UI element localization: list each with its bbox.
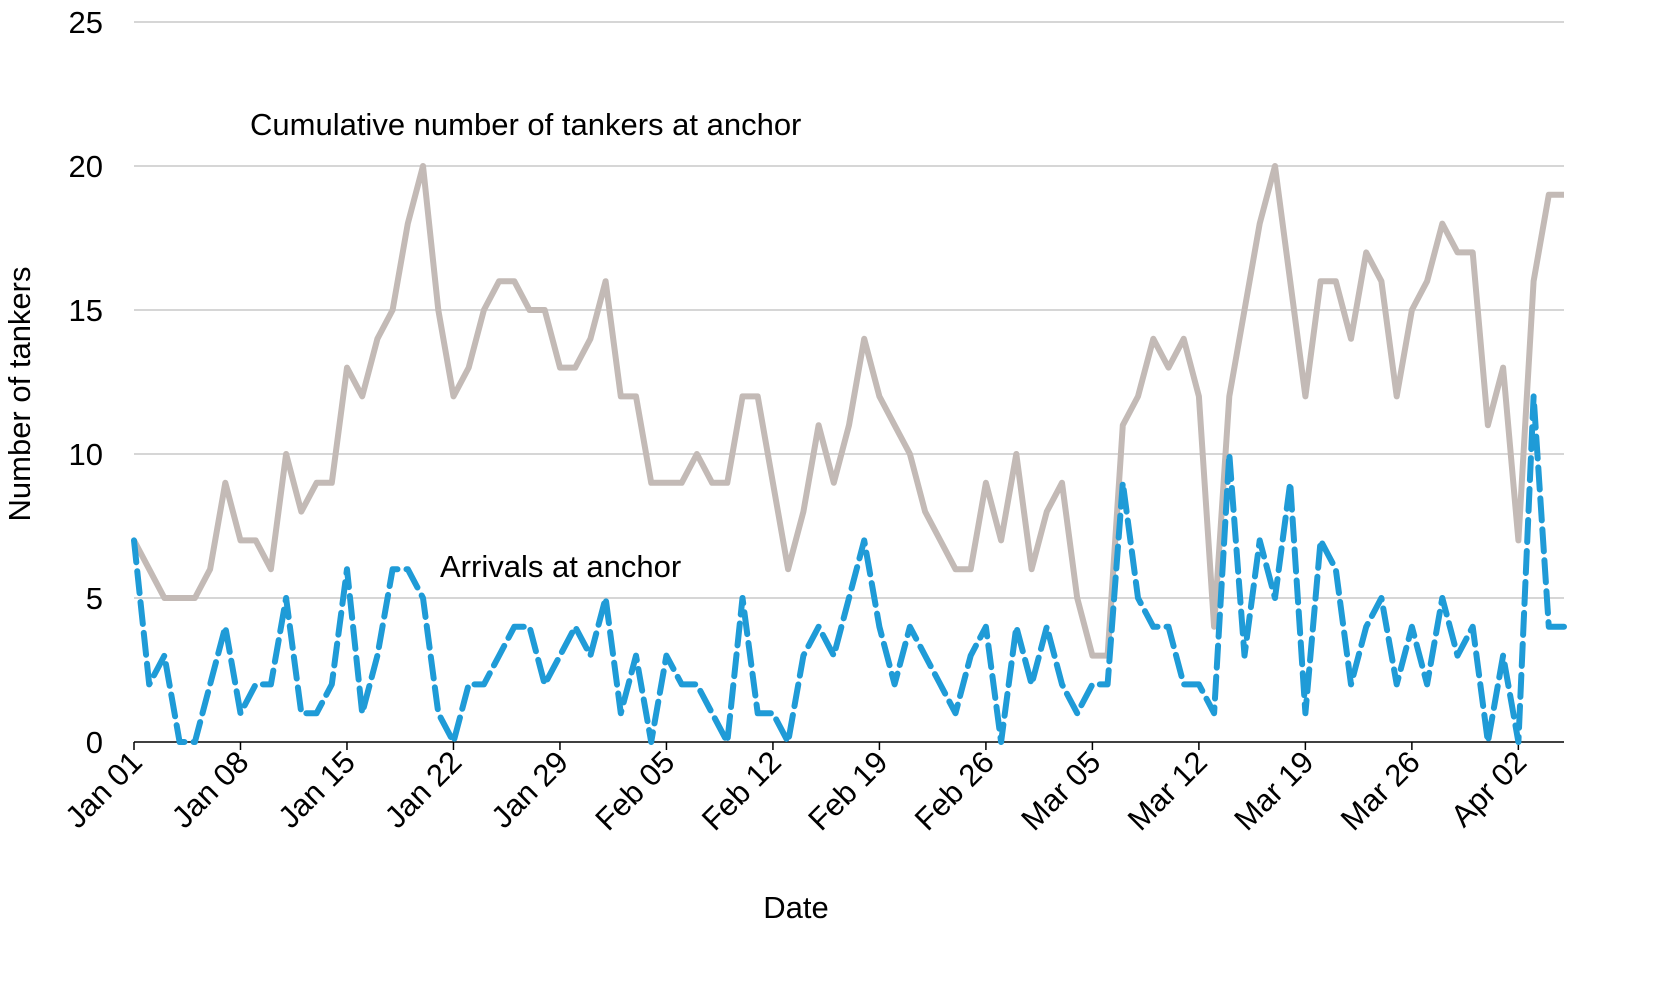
x-tick-label: Jan 22	[378, 744, 469, 835]
y-tick-label: 0	[86, 725, 103, 760]
x-tick-label: Jan 01	[58, 744, 149, 835]
y-tick-label: 5	[86, 581, 103, 616]
x-axis-title: Date	[763, 890, 828, 925]
y-tick-label: 25	[69, 5, 103, 40]
x-tick-label: Jan 15	[271, 744, 362, 835]
x-tick-label: Mar 26	[1334, 744, 1427, 837]
x-tick-label: Apr 02	[1444, 744, 1533, 833]
x-tick-label: Feb 05	[588, 744, 681, 837]
y-tick-label: 10	[69, 437, 103, 472]
annotation-arrivals: Arrivals at anchor	[440, 549, 681, 584]
annotation-cumulative: Cumulative number of tankers at anchor	[250, 107, 801, 142]
y-tick-label: 20	[69, 149, 103, 184]
y-axis-title: Number of tankers	[2, 267, 37, 522]
x-tick-label: Feb 26	[908, 744, 1001, 837]
x-tick-label: Mar 19	[1227, 744, 1320, 837]
series-line-cumulative	[131, 163, 1564, 659]
series-group	[131, 163, 1567, 745]
x-tick-label: Jan 08	[165, 744, 256, 835]
x-tick-label: Feb 12	[695, 744, 788, 837]
y-tick-label: 15	[69, 293, 103, 328]
gridlines	[134, 21, 1564, 599]
x-tick-label: Mar 05	[1014, 744, 1107, 837]
x-tick-label: Feb 19	[801, 744, 894, 837]
x-tick-label: Mar 12	[1121, 744, 1214, 837]
x-tick-label: Jan 29	[484, 744, 575, 835]
axes	[133, 741, 1564, 750]
series-line-arrivals	[131, 393, 1567, 745]
